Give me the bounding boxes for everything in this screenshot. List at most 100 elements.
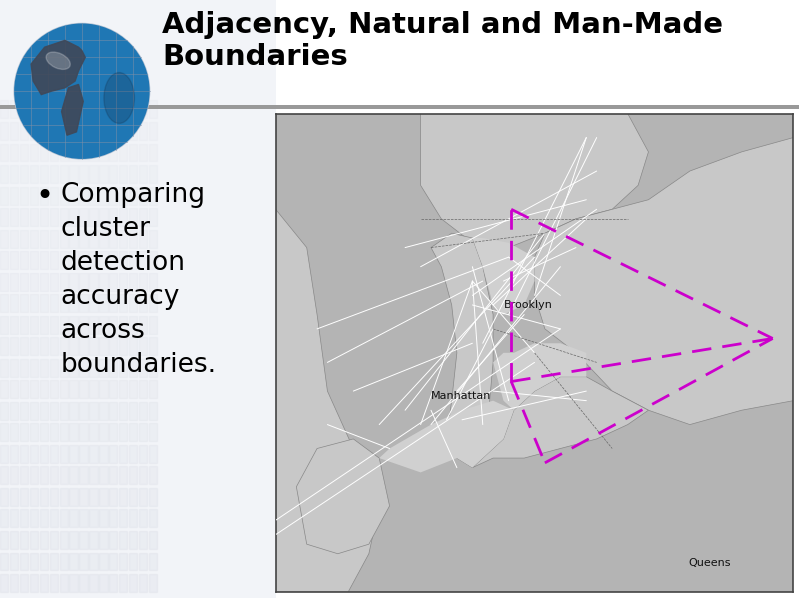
Bar: [109, 294, 117, 312]
Circle shape: [14, 23, 149, 159]
Bar: [60, 574, 68, 592]
Bar: [99, 294, 108, 312]
Bar: [119, 574, 127, 592]
Bar: [109, 251, 117, 269]
Bar: [139, 466, 147, 484]
Bar: [109, 509, 117, 527]
Bar: [20, 466, 28, 484]
Bar: [99, 187, 108, 205]
Bar: [40, 553, 48, 570]
Bar: [10, 251, 18, 269]
Bar: [89, 574, 97, 592]
Bar: [119, 402, 127, 420]
Bar: [0, 251, 8, 269]
Bar: [20, 122, 28, 140]
Bar: [79, 251, 88, 269]
Bar: [149, 251, 157, 269]
Bar: [79, 337, 88, 355]
Bar: [40, 294, 48, 312]
Bar: [40, 466, 48, 484]
Bar: [30, 230, 38, 248]
Bar: [139, 531, 147, 549]
Bar: [20, 509, 28, 527]
Bar: [139, 402, 147, 420]
Bar: [79, 553, 88, 570]
Polygon shape: [493, 343, 586, 410]
Bar: [40, 380, 48, 398]
Bar: [70, 100, 78, 118]
Bar: [79, 531, 88, 549]
Bar: [30, 316, 38, 334]
Bar: [30, 122, 38, 140]
Bar: [10, 230, 18, 248]
Bar: [149, 402, 157, 420]
Bar: [10, 574, 18, 592]
Bar: [10, 144, 18, 161]
Bar: [50, 187, 58, 205]
Bar: [40, 100, 48, 118]
Polygon shape: [472, 377, 649, 468]
Bar: [129, 316, 137, 334]
Bar: [149, 144, 157, 161]
Bar: [139, 100, 147, 118]
Bar: [50, 445, 58, 463]
Bar: [79, 574, 88, 592]
Ellipse shape: [46, 52, 70, 69]
Bar: [129, 531, 137, 549]
Bar: [60, 100, 68, 118]
Bar: [119, 445, 127, 463]
Bar: [109, 144, 117, 161]
Bar: [99, 423, 108, 441]
Bar: [60, 273, 68, 291]
Bar: [0, 337, 8, 355]
Bar: [30, 445, 38, 463]
Bar: [10, 509, 18, 527]
Bar: [79, 208, 88, 226]
Bar: [70, 230, 78, 248]
Bar: [50, 165, 58, 183]
Bar: [149, 230, 157, 248]
Circle shape: [18, 27, 146, 155]
Bar: [129, 337, 137, 355]
Bar: [109, 273, 117, 291]
Bar: [30, 553, 38, 570]
Bar: [149, 531, 157, 549]
Bar: [129, 187, 137, 205]
Polygon shape: [472, 238, 535, 315]
Bar: [99, 230, 108, 248]
Bar: [79, 509, 88, 527]
Bar: [119, 187, 127, 205]
Bar: [89, 273, 97, 291]
Bar: [20, 553, 28, 570]
Bar: [50, 574, 58, 592]
Bar: [60, 380, 68, 398]
Bar: [60, 251, 68, 269]
Bar: [60, 402, 68, 420]
Bar: [139, 380, 147, 398]
Bar: [139, 509, 147, 527]
Bar: [119, 359, 127, 377]
Bar: [50, 553, 58, 570]
Bar: [99, 337, 108, 355]
Bar: [20, 402, 28, 420]
Bar: [10, 445, 18, 463]
Bar: [139, 187, 147, 205]
Bar: [129, 423, 137, 441]
Bar: [139, 488, 147, 506]
Polygon shape: [296, 439, 390, 554]
Bar: [60, 165, 68, 183]
Bar: [70, 359, 78, 377]
Bar: [119, 144, 127, 161]
Bar: [30, 187, 38, 205]
Bar: [89, 165, 97, 183]
Bar: [30, 359, 38, 377]
Bar: [119, 380, 127, 398]
Bar: [20, 208, 28, 226]
Bar: [139, 165, 147, 183]
Bar: [139, 445, 147, 463]
Bar: [129, 359, 137, 377]
Bar: [0, 230, 8, 248]
Bar: [109, 445, 117, 463]
Bar: [30, 488, 38, 506]
Bar: [30, 165, 38, 183]
